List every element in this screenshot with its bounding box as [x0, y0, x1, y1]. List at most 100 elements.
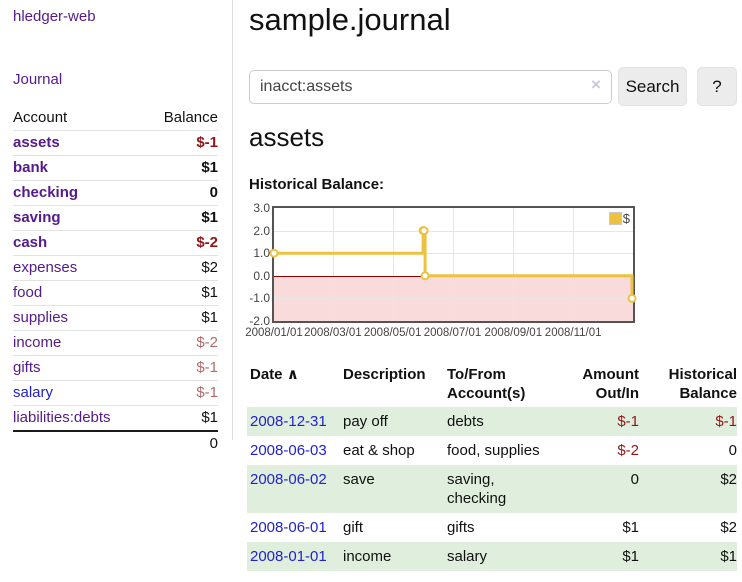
chart-data-point-marker: [419, 226, 429, 236]
accounts-table-header: Account Balance: [13, 106, 218, 131]
chart-gridline: [513, 208, 515, 321]
register-row: 2008-06-01 gift gifts $1 $2: [247, 513, 737, 542]
transaction-accounts: saving, checking: [447, 471, 507, 507]
register-row: 2008-06-03 eat & shop food, supplies $-2…: [247, 436, 737, 465]
transaction-accounts: salary: [447, 548, 488, 565]
account-link-expenses[interactable]: expenses: [13, 259, 78, 276]
x-axis-tick-label: 2008/01/01: [245, 327, 303, 339]
account-row: income $-2: [13, 330, 218, 356]
search-form: × Search ?: [247, 67, 742, 107]
transaction-date-link[interactable]: 2008-12-31: [250, 413, 327, 430]
accounts-header-balance: Balance: [144, 106, 218, 131]
historical-balance-chart: $ 2008/01/01 2008/03/01 2008/05/01 2008/07/…: [245, 200, 742, 345]
account-row: gifts $-1: [13, 355, 218, 381]
transaction-accounts: food, supplies: [447, 442, 540, 459]
chart-legend: $: [608, 211, 630, 226]
account-balance: $-1: [144, 130, 218, 156]
account-row: liabilities:debts $1: [13, 405, 218, 432]
y-axis-tick-label: -2.0: [249, 314, 270, 328]
transaction-description: pay off: [343, 413, 388, 430]
transaction-amount: $1: [622, 548, 639, 565]
account-link-food[interactable]: food: [13, 284, 43, 301]
transaction-amount: $-2: [617, 442, 639, 459]
sidebar-item-journal[interactable]: Journal: [13, 71, 63, 88]
register-row: 2008-12-31 pay off debts $-1 $-1: [247, 407, 737, 436]
app-title-link[interactable]: hledger-web: [13, 8, 96, 25]
chart-gridline: [573, 208, 575, 321]
transaction-amount: $-1: [617, 413, 639, 430]
sidebar: hledger-web Journal Account Balance asse…: [0, 0, 233, 456]
account-link-income[interactable]: income: [13, 334, 62, 351]
account-row: supplies $1: [13, 305, 218, 331]
chart-data-point-marker: [627, 293, 637, 303]
account-row: expenses $2: [13, 255, 218, 281]
transaction-balance: $1: [720, 548, 737, 565]
register-table: Date ∧ Description To/From Account(s) Am…: [247, 361, 737, 571]
transaction-description: eat & shop: [343, 442, 415, 459]
account-link-supplies[interactable]: supplies: [13, 309, 69, 326]
account-link-checking[interactable]: checking: [13, 184, 79, 201]
legend-label: $: [622, 211, 630, 226]
register-row: 2008-06-02 save saving, checking 0 $2: [247, 465, 737, 513]
transaction-date-link[interactable]: 2008-06-02: [250, 471, 327, 488]
chart-gridline: [452, 208, 454, 321]
transaction-date-link[interactable]: 2008-06-03: [250, 442, 327, 459]
account-row: salary $-1: [13, 380, 218, 406]
account-balance: $2: [144, 255, 218, 281]
transaction-balance: $2: [720, 519, 737, 536]
column-header-amount: Amount Out/In: [582, 366, 639, 402]
transaction-amount: 0: [630, 471, 639, 488]
sort-ascending-icon: ∧: [286, 366, 299, 383]
accounts-total-row: 0: [13, 430, 218, 456]
column-header-accounts: To/From Account(s): [447, 366, 526, 402]
y-axis-tick-label: 3.0: [253, 201, 270, 215]
column-header-date[interactable]: Date ∧: [250, 366, 299, 383]
transaction-date-link[interactable]: 2008-01-01: [250, 548, 327, 565]
chart-data-point-marker: [420, 271, 430, 281]
transaction-description: save: [343, 471, 375, 488]
y-axis-tick-label: 2.0: [253, 223, 270, 238]
y-axis-tick-label: 1.0: [253, 246, 270, 261]
account-link-liabilities-debts[interactable]: liabilities:debts: [13, 409, 111, 426]
help-button[interactable]: ?: [697, 67, 737, 106]
column-header-description: Description: [343, 366, 426, 383]
transaction-accounts: debts: [447, 413, 484, 430]
accounts-total-value: 0: [144, 430, 218, 456]
account-balance: 0: [144, 180, 218, 206]
clear-search-icon[interactable]: ×: [591, 75, 601, 94]
transaction-accounts: gifts: [447, 519, 475, 536]
legend-color-swatch: [608, 212, 622, 225]
account-row: food $1: [13, 280, 218, 306]
transaction-description: income: [343, 548, 392, 565]
account-balance: $1: [144, 280, 218, 306]
account-balance: $1: [144, 405, 218, 432]
page-title: sample.journal: [249, 2, 451, 37]
account-balance: $1: [144, 155, 218, 181]
account-link-salary[interactable]: salary: [13, 384, 54, 401]
transaction-balance: $2: [720, 471, 737, 488]
x-axis-tick-label: 2008/09/01: [484, 327, 543, 339]
account-link-cash[interactable]: cash: [13, 234, 48, 251]
account-balance: $1: [144, 305, 218, 331]
x-axis-tick-label: 2008/05/01: [363, 327, 422, 339]
transaction-date-link[interactable]: 2008-06-01: [250, 519, 327, 536]
chart-gridline: [332, 208, 334, 321]
account-row: checking 0: [13, 180, 218, 206]
y-axis-tick-label: -1.0: [249, 291, 270, 306]
account-link-bank[interactable]: bank: [13, 159, 49, 176]
account-balance: $-2: [144, 330, 218, 356]
account-row: cash $-2: [13, 230, 218, 256]
accounts-table: Account Balance assets $-1 bank $1 check…: [13, 106, 218, 456]
account-row: assets $-1: [13, 130, 218, 156]
transaction-balance: $-1: [715, 413, 737, 430]
account-link-gifts[interactable]: gifts: [13, 359, 41, 376]
column-header-balance: Historical Balance: [668, 366, 737, 402]
chart-gridline: [274, 298, 633, 300]
search-button[interactable]: Search: [618, 67, 687, 106]
account-balance: $-1: [144, 380, 218, 406]
account-link-assets[interactable]: assets: [13, 134, 60, 151]
account-link-saving[interactable]: saving: [13, 209, 61, 226]
chart-gridline: [392, 208, 394, 321]
chart-data-point-marker: [269, 248, 279, 258]
search-input[interactable]: [249, 70, 612, 104]
